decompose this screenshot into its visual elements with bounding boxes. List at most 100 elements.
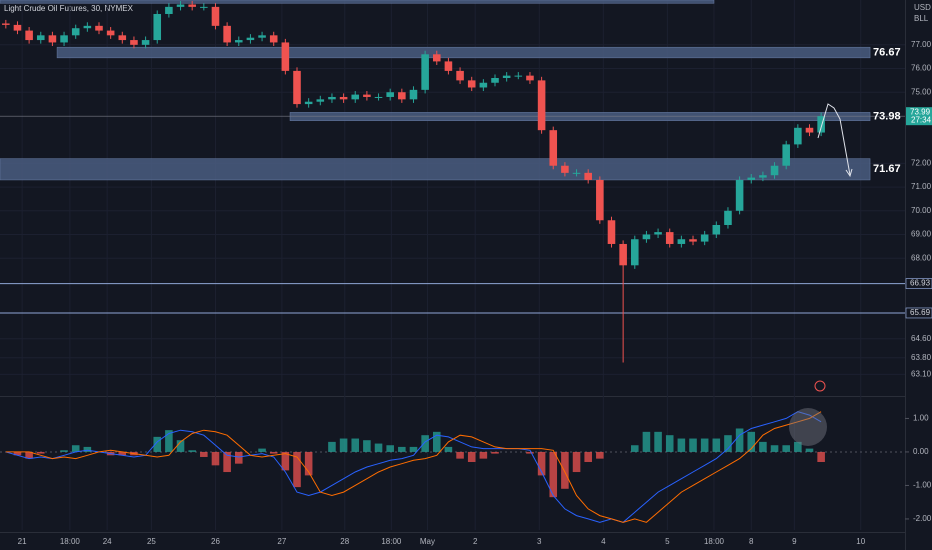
candle-body: [269, 35, 278, 43]
candle-body: [386, 92, 394, 97]
y-tick-label: 63.10: [911, 369, 932, 378]
histogram-bar: [456, 451, 464, 459]
histogram-bar: [153, 436, 162, 452]
candle-body: [258, 35, 266, 38]
candle-body: [223, 25, 231, 43]
histogram-bar: [339, 438, 348, 452]
candle-body: [421, 54, 429, 90]
x-tick-label: 28: [340, 537, 349, 546]
histogram-bar: [200, 451, 208, 457]
histogram-bar: [281, 451, 290, 471]
signal-line: [5, 411, 822, 523]
histogram-bar: [712, 438, 721, 452]
candle-body: [817, 116, 825, 133]
candle-body: [712, 225, 721, 235]
zone-label: 73.98: [873, 110, 901, 122]
histogram-bar: [118, 451, 127, 456]
candle-body: [537, 80, 546, 131]
candle-body: [572, 172, 581, 174]
level-badge: [905, 278, 932, 289]
x-tick-label: 10: [856, 537, 865, 546]
candle-body: [48, 35, 57, 43]
highlight-circle: [789, 408, 827, 446]
histogram-bar: [735, 428, 744, 452]
histogram-bar: [211, 451, 220, 466]
macd-tick-label: 0.00: [913, 447, 929, 456]
histogram-bar: [689, 438, 697, 452]
y-tick-label: 76.00: [911, 64, 932, 73]
candle-body: [665, 232, 674, 244]
event-icon[interactable]: [814, 380, 826, 392]
y-tick-label: 63.80: [911, 353, 932, 362]
histogram-bar: [642, 431, 651, 452]
candle-body: [630, 239, 639, 266]
x-tick-label: 8: [749, 537, 754, 546]
histogram-bar: [794, 441, 802, 452]
histogram-bar: [677, 438, 686, 452]
histogram-bar: [223, 451, 231, 473]
x-tick-label: 27: [277, 537, 286, 546]
macd-tick-label: -1.00: [913, 481, 932, 490]
candle-body: [747, 177, 756, 180]
level-badge: [905, 307, 932, 319]
histogram-bar: [782, 445, 790, 452]
y-tick-label: 75.00: [911, 87, 932, 96]
histogram-bar: [549, 451, 558, 498]
candle-body: [153, 13, 162, 41]
histogram-bar: [71, 445, 80, 452]
candle-body: [619, 243, 627, 266]
histogram-bar: [759, 441, 767, 452]
x-tick-label: 18:00: [60, 537, 81, 546]
candle-body: [211, 6, 220, 26]
histogram-bar: [432, 431, 441, 452]
histogram-bar: [328, 441, 336, 452]
candle-body: [339, 96, 348, 100]
histogram-bar: [304, 451, 313, 476]
x-tick-label: 3: [537, 537, 542, 546]
histogram-bar: [724, 435, 732, 452]
histogram-bar: [584, 451, 592, 462]
candle-body: [71, 28, 80, 36]
x-tick-label: 18:00: [381, 537, 402, 546]
price-label: 73.99: [910, 107, 931, 116]
histogram-bar: [60, 450, 68, 452]
x-tick-label: 25: [147, 537, 156, 546]
candle-body: [607, 220, 616, 244]
histogram-bar: [13, 451, 22, 456]
histogram-bar: [176, 440, 185, 452]
candle-body: [83, 25, 92, 29]
candle-body: [36, 35, 45, 41]
histogram-bar: [805, 448, 814, 452]
candle-body: [60, 35, 68, 43]
histogram-bar: [537, 451, 546, 476]
histogram-bar: [386, 445, 394, 452]
candle-body: [491, 78, 499, 83]
candle-body: [689, 239, 697, 242]
candle-body: [514, 75, 523, 77]
candle-body: [654, 232, 662, 235]
x-tick-label: 24: [103, 537, 112, 546]
histogram-bar: [234, 451, 243, 464]
candle-body: [328, 96, 336, 100]
candle-body: [759, 175, 767, 178]
y-tick-label: 72.00: [911, 158, 932, 167]
zone: [289, 112, 871, 121]
histogram-bar: [665, 435, 674, 452]
zone: [0, 0, 715, 4]
candle-body: [188, 4, 196, 7]
candle-body: [398, 92, 406, 100]
histogram-bar: [165, 430, 173, 452]
countdown: 27:34: [911, 115, 932, 124]
candle-body: [467, 80, 476, 88]
chart-title: Light Crude Oil Futures, 30, NYMEX: [4, 4, 134, 13]
macd-line: [5, 411, 822, 523]
candle-body: [316, 99, 325, 102]
candle-body: [456, 70, 464, 81]
x-tick-label: 21: [18, 537, 27, 546]
candle-body: [281, 42, 290, 71]
candle-body: [770, 165, 779, 176]
candle-body: [596, 179, 604, 221]
